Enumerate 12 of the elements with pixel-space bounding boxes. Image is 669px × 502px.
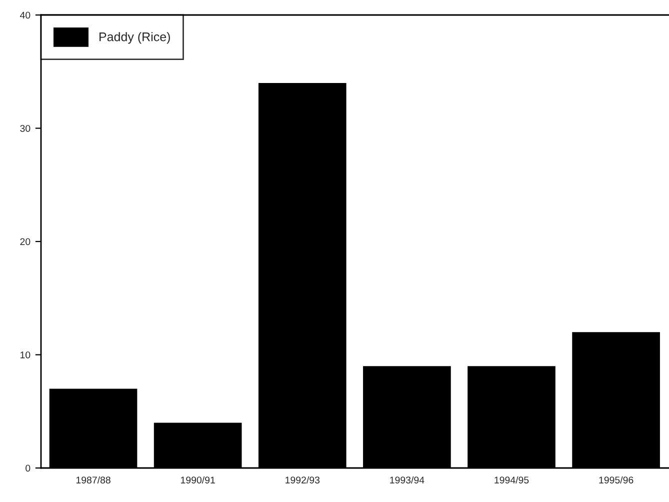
legend-label: Paddy (Rice)	[100, 32, 170, 44]
x-tick-label: 1993/94	[390, 476, 424, 484]
x-tick-label: 1994/95	[494, 476, 529, 484]
x-tick-label: 1995/96	[599, 476, 634, 484]
y-tick-label: 10	[20, 351, 30, 358]
x-tick-label: 1990/91	[181, 476, 215, 484]
y-tick-label: 20	[20, 238, 30, 246]
x-tick-label: 1992/93	[286, 476, 320, 484]
x-tick-label: 1987/88	[76, 476, 110, 484]
y-tick-label: 0	[26, 464, 30, 472]
y-tick-label: 40	[20, 12, 30, 19]
y-tick-label: 30	[20, 124, 30, 132]
